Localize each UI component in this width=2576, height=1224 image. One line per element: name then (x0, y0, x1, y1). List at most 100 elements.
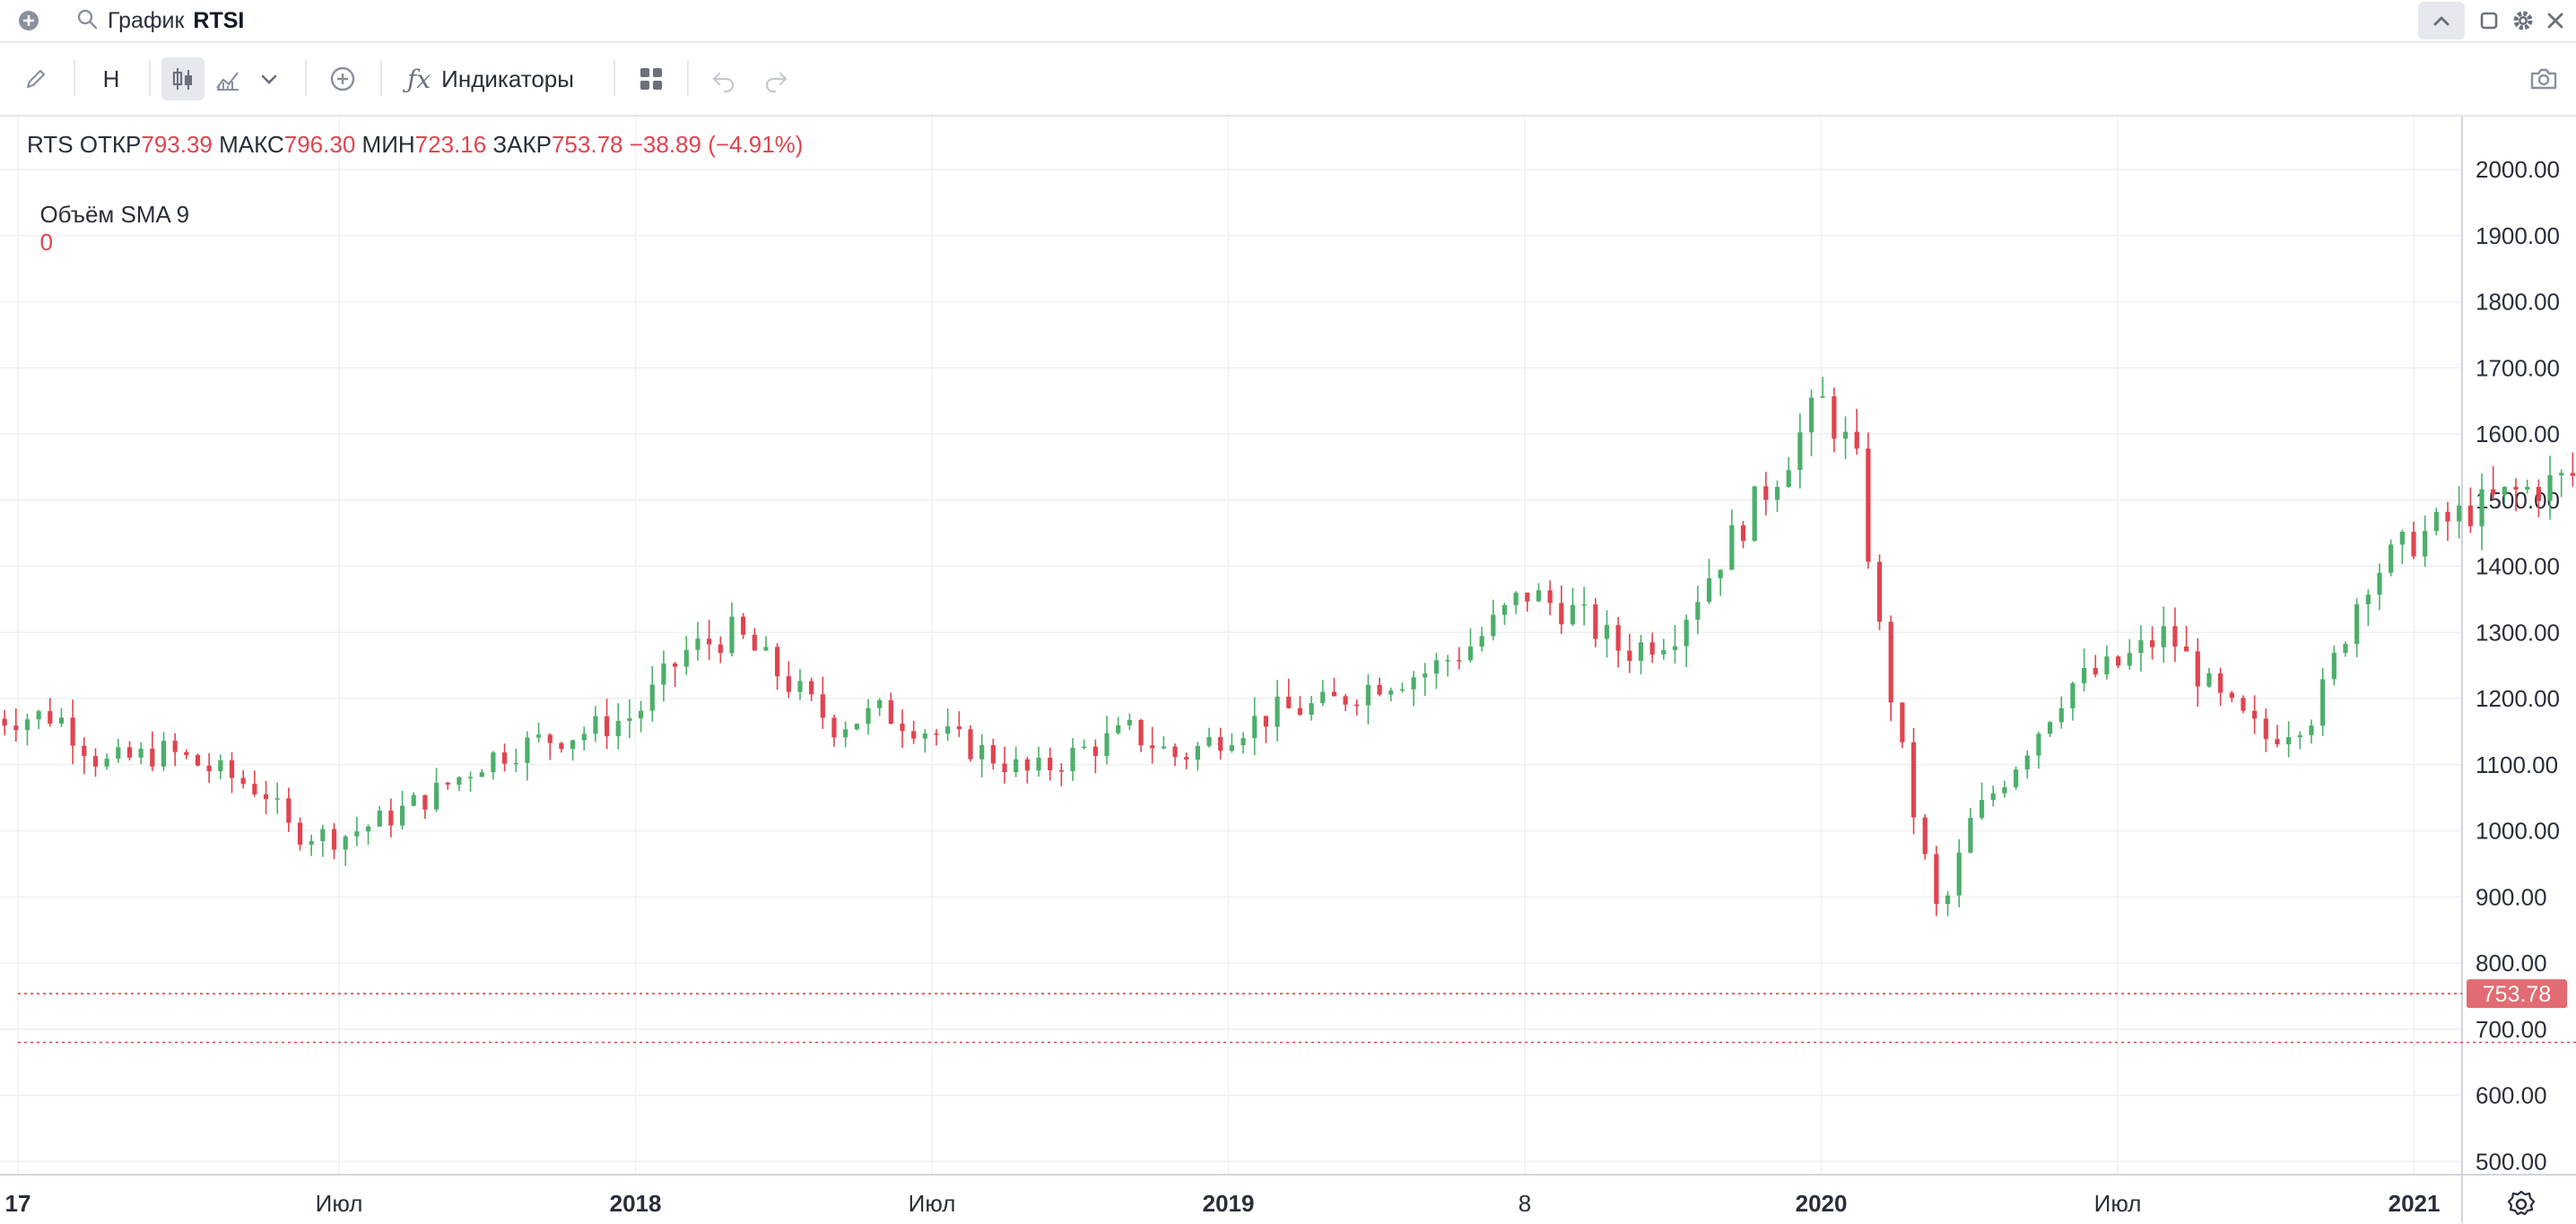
candle-body (2, 718, 7, 726)
indicators-button[interactable]: ƒx Индикаторы (407, 61, 574, 97)
redo-icon[interactable] (761, 65, 791, 95)
candle-body (1854, 431, 1859, 449)
candle-body (2184, 646, 2189, 652)
candle-body (2013, 769, 2019, 787)
candle-body (763, 647, 769, 651)
candle-body (2104, 656, 2110, 675)
candle-body (2570, 473, 2575, 476)
candle-body (1138, 719, 1144, 746)
collapse-button[interactable] (2418, 2, 2465, 39)
candle-body (58, 717, 65, 724)
candle-body (661, 663, 666, 685)
legend-close-label: ЗАКР (492, 131, 552, 158)
candle-body (1832, 395, 1837, 439)
candle-body (1968, 818, 1973, 853)
candle-body (479, 772, 484, 777)
last-price-label: 753.78 (2483, 982, 2551, 1007)
candle-body (1457, 660, 1462, 662)
candle-body (2491, 489, 2496, 495)
candle-body (639, 710, 644, 719)
candle-body (1297, 707, 1303, 716)
candle-body (1649, 642, 1655, 655)
axis-settings-icon[interactable] (2506, 1189, 2538, 1221)
candle-body (1797, 432, 1803, 471)
candle-body (2024, 755, 2030, 770)
candle-body (2525, 487, 2530, 490)
candlestick-type-icon[interactable] (161, 57, 205, 100)
candle-body (2286, 737, 2292, 745)
candle-body (92, 756, 99, 767)
candle-body (1024, 759, 1030, 771)
price-tick-label: 1400.00 (2476, 553, 2560, 580)
candle-body (70, 717, 75, 746)
pencil-icon[interactable] (20, 63, 52, 95)
candle-body (1206, 737, 1212, 746)
candle-body (320, 829, 326, 842)
function-icon: ƒx (407, 64, 431, 94)
search-icon (75, 7, 99, 35)
candle-body (274, 798, 280, 800)
close-icon[interactable] (2544, 9, 2567, 37)
search-box[interactable]: График RTSI (75, 5, 244, 36)
camera-icon[interactable] (2526, 61, 2562, 97)
candle-body (707, 638, 712, 645)
candle-body (1058, 770, 1064, 772)
candle-body (854, 724, 859, 730)
maximize-icon[interactable] (2477, 9, 2501, 37)
candle-body (411, 794, 416, 806)
candle-body (1615, 625, 1621, 651)
candle-body (1082, 746, 1087, 749)
add-symbol-icon[interactable] (326, 63, 359, 95)
candle-body (150, 748, 155, 767)
candle-body (1559, 603, 1564, 625)
candle-body (2433, 511, 2439, 532)
templates-grid-icon[interactable] (635, 63, 667, 95)
candle-body (1377, 684, 1382, 695)
candle-body (1365, 684, 1371, 706)
candle-body (2195, 651, 2200, 687)
candle-body (900, 724, 905, 732)
undo-icon[interactable] (709, 65, 739, 95)
candle-body (1423, 673, 1428, 678)
price-tick-label: 1000.00 (2476, 818, 2560, 845)
interval-button[interactable]: Н (102, 65, 120, 92)
candle-body (1354, 704, 1360, 707)
candle-body (525, 737, 530, 763)
chevron-down-icon[interactable] (257, 66, 282, 91)
candle-body (786, 676, 791, 692)
toolbar-separator (614, 60, 615, 96)
candle-body (809, 681, 814, 695)
candle-body (2297, 734, 2302, 738)
candle-body (1161, 746, 1166, 749)
candle-body (2036, 734, 2041, 756)
candle-body (2229, 692, 2234, 699)
area-chart-icon[interactable] (212, 63, 244, 95)
gear-icon[interactable] (2510, 7, 2537, 39)
candle-body (1048, 757, 1053, 771)
candle-body (1922, 817, 1928, 855)
candle-body (1888, 621, 1893, 703)
candle-body (1695, 602, 1701, 621)
candle-body (2320, 679, 2326, 726)
candle-body (2479, 489, 2485, 526)
candle-body (1184, 757, 1189, 760)
candle-body (1638, 642, 1644, 661)
candle-body (956, 726, 962, 730)
price-tick-label: 1200.00 (2476, 685, 2560, 712)
candle-body (990, 744, 996, 764)
candle-body (1842, 431, 1849, 439)
candle-body (1536, 590, 1542, 602)
candle-body (2547, 475, 2553, 501)
candle-body (1150, 745, 1155, 749)
candle-body (2241, 698, 2246, 711)
candle-body (2502, 486, 2507, 495)
candle-body (2058, 707, 2064, 723)
candle-body (866, 707, 871, 725)
candle-body (2423, 531, 2428, 557)
candle-body (1900, 702, 1905, 742)
price-tick-label: 1900.00 (2476, 222, 2560, 249)
candle-body (1672, 646, 1678, 650)
price-tick-label: 1600.00 (2476, 421, 2560, 447)
add-circle-icon[interactable] (16, 8, 41, 33)
price-chart[interactable]: 500.00 600.00 700.00 800.00 900.00 1000.00 110… (0, 117, 2576, 1223)
